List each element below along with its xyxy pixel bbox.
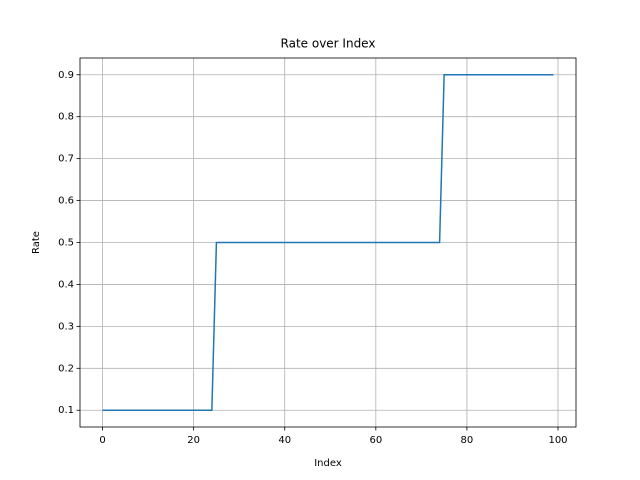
chart-title: Rate over Index [281,37,376,51]
y-axis-label: Rate [31,231,42,254]
x-tick-label: 60 [369,435,382,446]
y-tick-label: 0.7 [58,154,74,165]
y-tick-label: 0.9 [58,70,74,81]
y-tick-label: 0.5 [58,238,74,249]
y-tick-label: 0.4 [58,279,74,290]
x-tick-label: 40 [278,435,291,446]
y-tick-label: 0.6 [58,196,74,207]
plot-frame [79,57,577,428]
y-tick-label: 0.1 [58,405,74,416]
x-tick-label: 80 [461,435,474,446]
x-axis-label: Index [314,458,342,469]
y-tick-label: 0.3 [58,321,74,332]
x-tick-label: 20 [187,435,200,446]
x-tick-label: 100 [548,435,567,446]
data-line [102,74,554,411]
y-tick-label: 0.8 [58,112,74,123]
y-tick-label: 0.2 [58,363,74,374]
x-tick-label: 0 [99,435,105,446]
